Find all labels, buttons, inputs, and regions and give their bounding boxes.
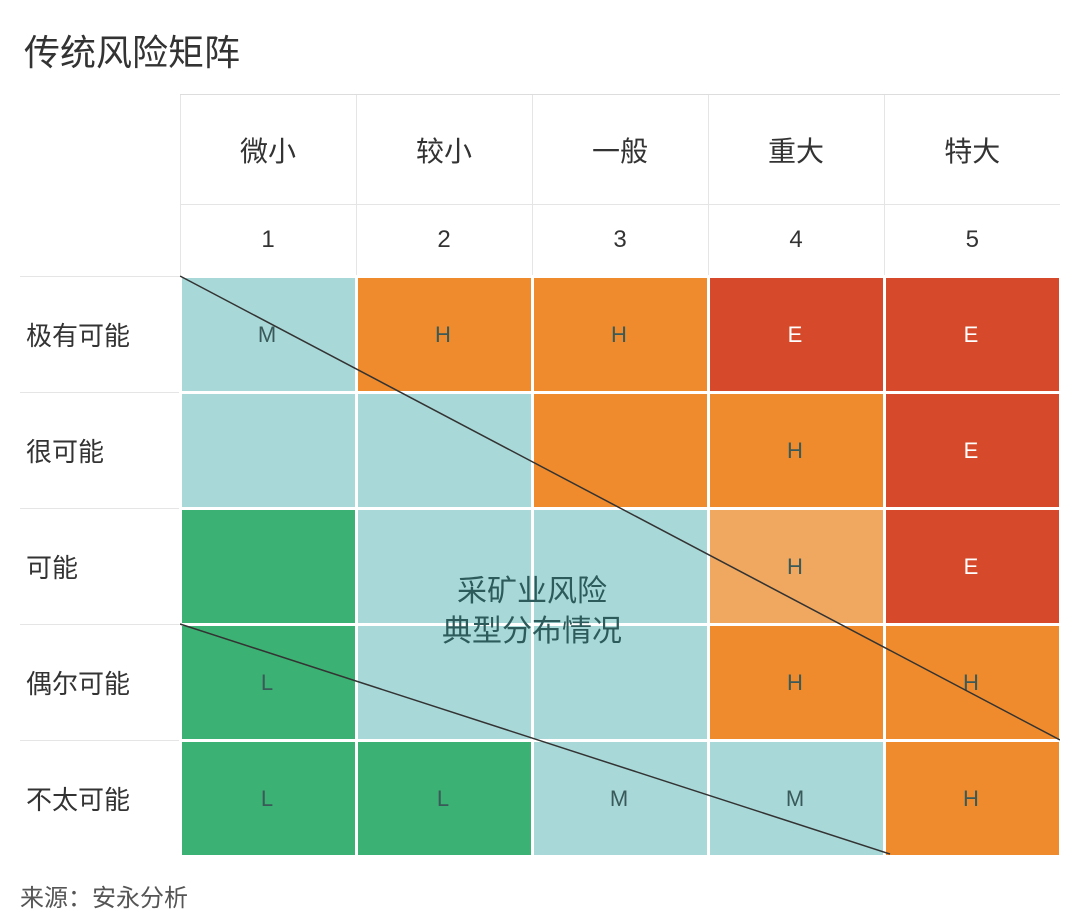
col-label: 较小 [356, 95, 532, 205]
col-label: 一般 [532, 95, 708, 205]
row-label: 极有可能 [20, 277, 180, 393]
risk-cell: L [356, 741, 532, 857]
risk-cell: E [708, 277, 884, 393]
row-label: 很可能 [20, 393, 180, 509]
corner-blank [20, 95, 180, 205]
matrix-row: 不太可能LLMMH [20, 741, 1060, 857]
row-label: 可能 [20, 509, 180, 625]
risk-cell [532, 509, 708, 625]
col-number: 1 [180, 205, 356, 277]
col-number: 2 [356, 205, 532, 277]
corner-blank [20, 205, 180, 277]
risk-cell: H [708, 509, 884, 625]
matrix-row: 可能 HE [20, 509, 1060, 625]
col-number: 5 [884, 205, 1060, 277]
risk-cell [356, 509, 532, 625]
risk-cell: H [884, 741, 1060, 857]
risk-cell: H [884, 625, 1060, 741]
page-title: 传统风险矩阵 [24, 24, 1060, 76]
matrix-row: 很可能 HE [20, 393, 1060, 509]
risk-cell [180, 393, 356, 509]
risk-cell: H [708, 393, 884, 509]
col-number: 3 [532, 205, 708, 277]
col-label: 特大 [884, 95, 1060, 205]
risk-cell: E [884, 509, 1060, 625]
risk-cell: H [356, 277, 532, 393]
matrix-row: 偶尔可能L HH [20, 625, 1060, 741]
matrix-row: 极有可能MHHEE [20, 277, 1060, 393]
risk-cell: H [532, 277, 708, 393]
col-label: 重大 [708, 95, 884, 205]
risk-cell: E [884, 393, 1060, 509]
col-number: 4 [708, 205, 884, 277]
risk-cell: M [532, 741, 708, 857]
column-number-row: 1 2 3 4 5 [20, 205, 1060, 277]
row-label: 不太可能 [20, 741, 180, 857]
col-label: 微小 [180, 95, 356, 205]
risk-matrix: 微小 较小 一般 重大 特大 1 2 3 4 5 极有可能MHHEE很可能HE可… [20, 94, 1060, 858]
risk-cell: H [708, 625, 884, 741]
source-credit: 来源：安永分析 [20, 878, 1060, 913]
risk-cell: L [180, 625, 356, 741]
risk-cell [532, 393, 708, 509]
risk-cell [356, 393, 532, 509]
risk-cell [532, 625, 708, 741]
risk-cell: M [180, 277, 356, 393]
risk-cell: L [180, 741, 356, 857]
column-label-row: 微小 较小 一般 重大 特大 [20, 95, 1060, 205]
row-label: 偶尔可能 [20, 625, 180, 741]
risk-cell [180, 509, 356, 625]
risk-cell [356, 625, 532, 741]
matrix-table: 微小 较小 一般 重大 特大 1 2 3 4 5 极有可能MHHEE很可能HE可… [20, 94, 1062, 858]
risk-cell: M [708, 741, 884, 857]
risk-cell: E [884, 277, 1060, 393]
